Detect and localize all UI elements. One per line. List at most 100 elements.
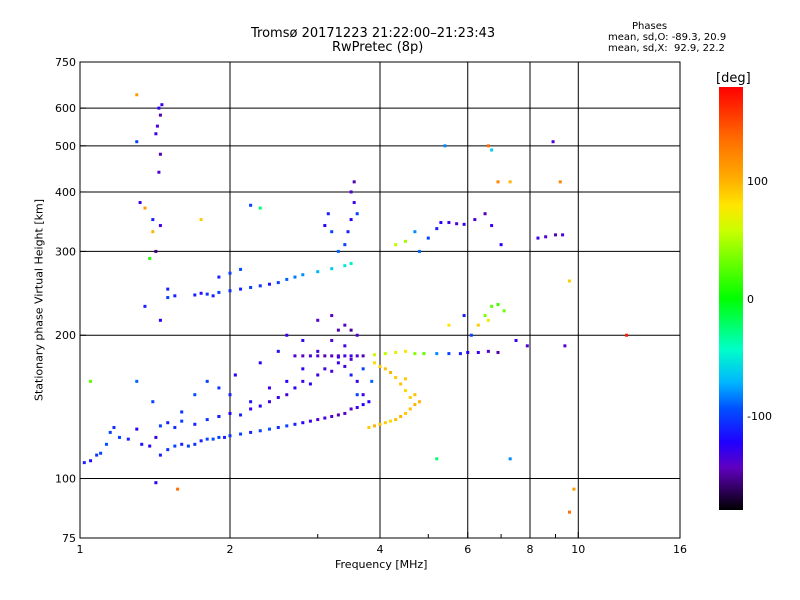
data-point — [413, 393, 417, 397]
data-point — [343, 364, 347, 368]
data-point — [217, 435, 221, 439]
data-point — [367, 400, 371, 404]
data-point — [228, 434, 232, 438]
data-point — [355, 379, 359, 383]
data-point — [408, 395, 412, 399]
data-point — [561, 233, 565, 237]
data-point — [435, 457, 439, 461]
data-point — [349, 373, 353, 377]
data-point — [352, 180, 356, 184]
data-point — [551, 140, 555, 144]
colorbar-tick-label: 100 — [747, 175, 768, 188]
chart-title: Tromsø 20171223 21:22:00–21:23:43 — [251, 26, 496, 41]
data-point — [135, 140, 139, 144]
data-point — [285, 424, 289, 428]
data-point — [490, 224, 494, 228]
data-point — [496, 303, 500, 307]
data-point — [389, 371, 393, 375]
data-point — [180, 442, 184, 446]
data-point — [336, 361, 340, 365]
data-point — [486, 349, 490, 353]
x-tick-label: 6 — [464, 543, 471, 556]
data-point — [361, 393, 365, 397]
data-point — [217, 290, 221, 294]
data-point — [217, 414, 221, 418]
data-point — [205, 418, 209, 422]
data-point — [336, 328, 340, 332]
data-point — [239, 267, 243, 271]
data-point — [323, 416, 327, 420]
data-point — [490, 148, 494, 152]
data-point — [316, 318, 320, 322]
y-tick-label: 300 — [55, 245, 76, 258]
data-point — [267, 282, 271, 286]
data-point — [193, 442, 197, 446]
data-point — [483, 212, 487, 216]
data-point — [413, 403, 417, 407]
data-point — [447, 221, 451, 225]
data-point — [154, 481, 158, 485]
x-tick-label: 2 — [227, 543, 234, 556]
data-point — [193, 293, 197, 297]
points-layer — [82, 93, 629, 514]
data-point — [323, 354, 327, 358]
data-point — [343, 411, 347, 415]
data-point — [166, 296, 170, 300]
data-point — [199, 218, 203, 222]
data-point — [301, 367, 305, 371]
data-point — [135, 93, 139, 97]
data-point — [158, 224, 162, 228]
data-point — [462, 222, 466, 226]
data-point — [330, 267, 334, 271]
data-point — [373, 424, 377, 428]
data-point — [496, 350, 500, 354]
data-point — [323, 224, 327, 228]
data-point — [355, 393, 359, 397]
data-point — [151, 400, 155, 404]
data-point — [301, 354, 305, 358]
data-point — [352, 201, 356, 205]
data-point — [166, 287, 170, 291]
data-point — [148, 444, 152, 448]
colorbar — [719, 87, 743, 510]
data-point — [330, 354, 334, 358]
x-axis-label: Frequency [MHz] — [335, 558, 428, 571]
data-point — [476, 323, 480, 327]
data-point — [89, 459, 93, 463]
data-point — [343, 264, 347, 268]
data-point — [403, 377, 407, 381]
data-point — [301, 338, 305, 342]
data-point — [249, 407, 253, 411]
data-point — [567, 279, 571, 283]
data-point — [389, 419, 393, 423]
data-point — [217, 275, 221, 279]
data-point — [469, 333, 473, 337]
data-point — [394, 243, 398, 247]
data-point — [267, 386, 271, 390]
data-point — [285, 277, 289, 281]
data-point — [89, 379, 93, 383]
data-point — [426, 236, 430, 240]
data-point — [211, 437, 215, 441]
data-point — [258, 404, 262, 408]
data-point — [285, 379, 289, 383]
data-point — [155, 124, 159, 128]
data-point — [158, 453, 162, 457]
data-point — [336, 249, 340, 253]
data-point — [553, 233, 557, 237]
data-point — [258, 206, 262, 210]
data-point — [525, 344, 529, 348]
data-point — [157, 106, 161, 110]
data-point — [508, 180, 512, 184]
data-point — [355, 212, 359, 216]
data-point — [308, 382, 312, 386]
data-point — [435, 227, 439, 231]
data-point — [160, 103, 164, 107]
data-point — [343, 344, 347, 348]
data-point — [383, 352, 387, 356]
data-point — [343, 354, 347, 358]
x-tick-label: 1 — [77, 543, 84, 556]
data-point — [349, 407, 353, 411]
data-point — [135, 379, 139, 383]
data-point — [151, 230, 155, 234]
